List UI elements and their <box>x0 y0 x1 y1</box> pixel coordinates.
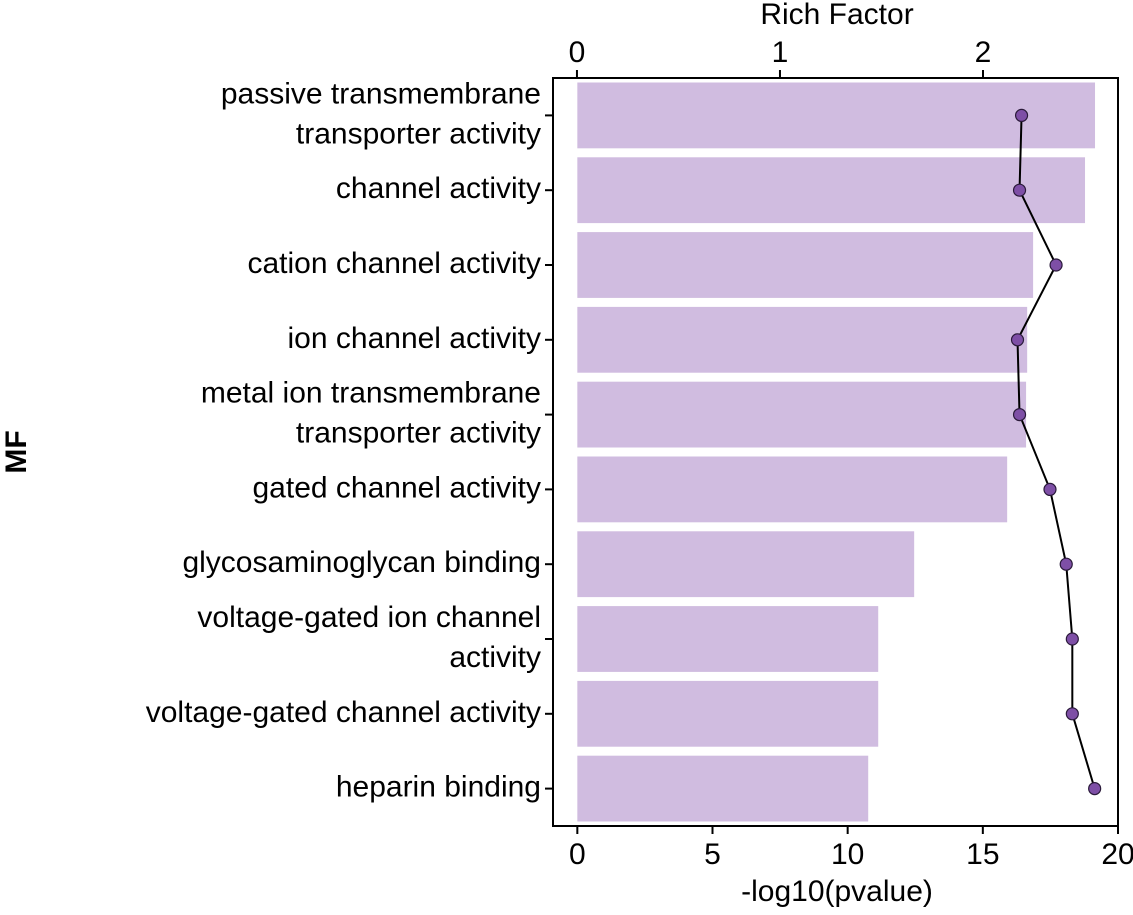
bar <box>577 381 1027 448</box>
rich-factor-point <box>1043 482 1057 496</box>
y-tick-label-line: activity <box>449 641 541 674</box>
x-tick-label: 15 <box>966 838 999 871</box>
rich-factor-line <box>1016 115 1096 789</box>
rich-factor-point <box>1088 781 1102 796</box>
rich-factor-point <box>1059 557 1073 571</box>
y-tick-label-line: heparin binding <box>336 771 541 804</box>
y-tick-label-line: channel activity <box>336 172 541 205</box>
rich-factor-point <box>1010 333 1025 347</box>
y-axis-title: MF <box>0 430 33 473</box>
y-tick-label: ion channel activity <box>288 322 541 355</box>
bar <box>577 531 915 598</box>
bar <box>577 82 1096 149</box>
x-tick-label: 5 <box>704 838 721 871</box>
x-axis-title: -log10(pvalue) <box>741 875 933 908</box>
y-tick-label-line: cation channel activity <box>248 247 542 280</box>
x-tick-label: 0 <box>569 838 586 871</box>
y-tick-label: cation channel activity <box>248 247 542 280</box>
y-tick-label-line: glycosaminoglycan binding <box>182 546 541 579</box>
x-tick-label: 10 <box>831 838 864 871</box>
x2-tick-label: 2 <box>975 36 992 69</box>
x-tick-label: 20 <box>1101 838 1133 871</box>
y-tick-label-line: metal ion transmembrane <box>201 377 541 410</box>
x2-tick-label: 1 <box>772 36 789 69</box>
plot-frame <box>552 77 1119 827</box>
rich-factor-point <box>1014 108 1029 123</box>
y-tick-label: gated channel activity <box>252 471 541 504</box>
rich-factor-point <box>1012 408 1027 422</box>
bar <box>577 680 879 747</box>
bar <box>577 755 869 822</box>
bar <box>577 306 1028 373</box>
x2-tick-label: 0 <box>569 36 586 69</box>
bar <box>577 606 879 672</box>
rich-factor-point <box>1065 707 1079 721</box>
y-tick-label-line: ion channel activity <box>288 322 541 355</box>
bar <box>577 232 1034 298</box>
x2-axis-title: Rich Factor <box>760 0 913 31</box>
y-tick-label-line: transporter activity <box>296 117 541 150</box>
y-tick-label: voltage-gated ion channel activity <box>197 601 541 674</box>
bar <box>577 456 1008 523</box>
y-tick-label: channel activity <box>336 172 541 205</box>
y-tick-label: heparin binding <box>336 771 541 804</box>
rich-factor-point <box>1065 632 1079 646</box>
y-tick-label-line: transporter activity <box>296 417 541 450</box>
y-tick-label: metal ion transmembrane transporter activ… <box>201 377 541 450</box>
y-tick-label-line: passive transmembrane <box>221 77 541 110</box>
bar <box>577 157 1086 224</box>
y-tick-label-line: voltage-gated channel activity <box>146 696 541 729</box>
y-tick-label: glycosaminoglycan binding <box>182 546 541 579</box>
y-tick-label-line: gated channel activity <box>252 471 541 504</box>
y-tick-label: voltage-gated channel activity <box>146 696 541 729</box>
y-tick-label: passive transmembrane transporter activit… <box>221 77 541 150</box>
y-tick-label-line: voltage-gated ion channel <box>197 601 541 634</box>
rich-factor-point <box>1049 258 1063 272</box>
rich-factor-point <box>1012 183 1027 197</box>
